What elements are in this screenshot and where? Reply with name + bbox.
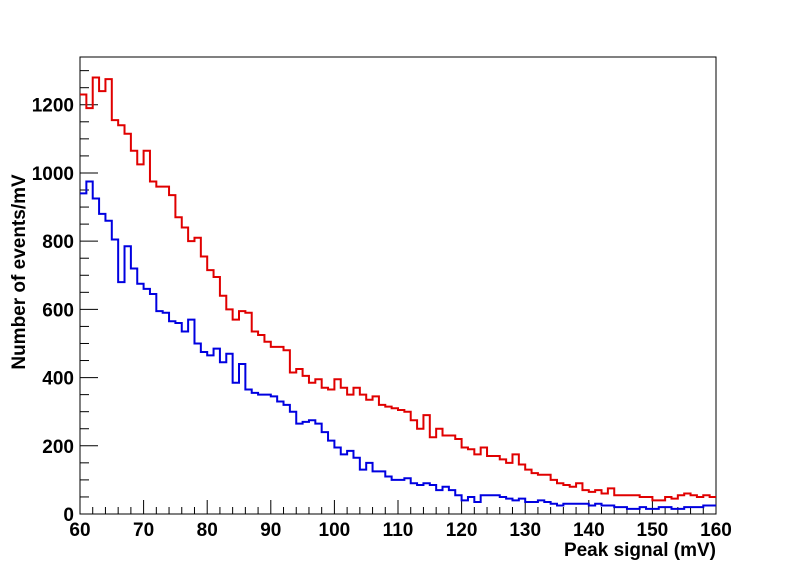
- x-tick-label: 140: [573, 520, 605, 541]
- x-tick-label: 120: [446, 520, 478, 541]
- x-tick-label: 150: [637, 520, 669, 541]
- x-tick-label: 60: [69, 520, 90, 541]
- x-tick-label: 90: [260, 520, 281, 541]
- blue-series-line: [80, 180, 716, 510]
- x-tick-label: 110: [383, 520, 414, 541]
- x-axis-title: Peak signal (mV): [564, 540, 716, 561]
- y-tick-label: 1000: [32, 164, 74, 185]
- x-tick-label: 80: [197, 520, 218, 541]
- tick-labels: 60 70 80 90 100 110 120 130 140 150 160 0 200 400 600 8…: [32, 96, 732, 541]
- y-tick-label: 400: [42, 369, 74, 390]
- series-group: [80, 76, 716, 510]
- y-tick-label: 600: [42, 300, 74, 321]
- y-axis-title: Number of events/mV: [9, 174, 30, 370]
- y-tick-label: 1200: [32, 96, 74, 117]
- x-tick-label: 100: [319, 520, 351, 541]
- y-tick-label: 0: [63, 505, 74, 526]
- y-tick-label: 200: [42, 437, 74, 458]
- x-tick-label: 130: [509, 520, 541, 541]
- axis-ticks: [79, 70, 717, 515]
- plot-frame: [79, 56, 717, 515]
- x-tick-label: 70: [133, 520, 154, 541]
- x-tick-label: 160: [700, 520, 732, 541]
- y-tick-label: 800: [42, 232, 74, 253]
- red-series-line: [80, 76, 716, 502]
